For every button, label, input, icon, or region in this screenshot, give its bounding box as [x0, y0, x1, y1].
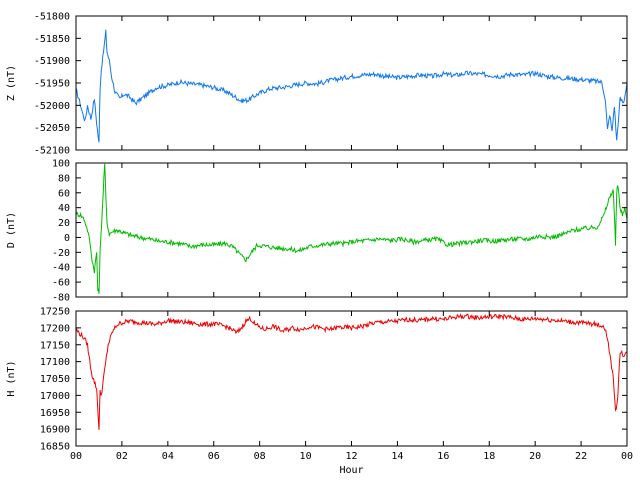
y-tick-label-1-6: -20 [52, 248, 70, 259]
y-tick-label-0-5: -52050 [34, 123, 70, 134]
x-tick-label-4: 08 [254, 451, 266, 462]
y-tick-label-1-9: -80 [52, 293, 70, 304]
y-tick-label-2-3: 17100 [40, 357, 70, 368]
y-tick-label-1-8: -60 [52, 278, 70, 289]
x-tick-label-12: 00 [621, 451, 633, 462]
y-tick-label-1-4: 20 [58, 218, 70, 229]
y-tick-label-1-5: 0 [64, 233, 70, 244]
x-tick-label-9: 18 [483, 451, 495, 462]
x-tick-label-11: 22 [575, 451, 587, 462]
y-tick-label-0-2: -51900 [34, 56, 70, 67]
y-tick-label-1-2: 60 [58, 188, 70, 199]
panel-frame-2 [75, 310, 628, 447]
y-tick-label-2-2: 17150 [40, 340, 70, 351]
x-tick-label-5: 10 [300, 451, 312, 462]
y-tick-label-2-5: 17000 [40, 391, 70, 402]
series-line-0 [76, 29, 627, 143]
panel-frame-0 [75, 15, 628, 151]
y-tick-label-0-0: -51800 [34, 12, 70, 23]
y-axis-title-0: Z (nT) [6, 65, 17, 101]
series-line-1 [76, 163, 627, 294]
y-tick-label-2-7: 16900 [40, 425, 70, 436]
y-tick-label-0-6: -52100 [34, 146, 70, 157]
y-tick-label-2-1: 17200 [40, 323, 70, 334]
x-tick-label-8: 16 [437, 451, 449, 462]
panel-frame-1 [75, 162, 628, 298]
x-tick-label-10: 20 [529, 451, 541, 462]
y-tick-label-2-8: 16850 [40, 442, 70, 453]
x-tick-label-1: 02 [116, 451, 128, 462]
y-tick-label-2-4: 17050 [40, 374, 70, 385]
x-tick-label-7: 14 [391, 451, 403, 462]
x-axis-title: Hour [339, 465, 363, 476]
x-tick-label-3: 06 [208, 451, 220, 462]
y-tick-label-1-3: 40 [58, 203, 70, 214]
y-tick-label-1-0: 100 [52, 159, 70, 170]
y-tick-label-0-3: -51950 [34, 79, 70, 90]
y-tick-label-2-6: 16950 [40, 408, 70, 419]
y-tick-label-0-4: -52000 [34, 101, 70, 112]
y-axis-title-2: H (nT) [6, 360, 17, 396]
x-tick-label-2: 04 [162, 451, 174, 462]
x-tick-label-0: 00 [70, 451, 82, 462]
y-tick-label-0-1: -51850 [34, 34, 70, 45]
y-tick-label-1-7: -40 [52, 263, 70, 274]
series-line-2 [76, 313, 627, 430]
x-tick-label-6: 12 [345, 451, 357, 462]
y-tick-label-2-0: 17250 [40, 307, 70, 318]
y-tick-label-1-1: 80 [58, 173, 70, 184]
y-axis-title-1: D (nT) [6, 212, 17, 248]
